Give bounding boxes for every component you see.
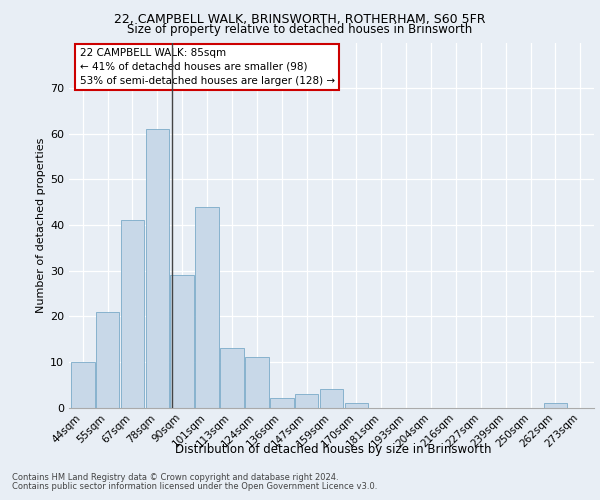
Text: 22 CAMPBELL WALK: 85sqm
← 41% of detached houses are smaller (98)
53% of semi-de: 22 CAMPBELL WALK: 85sqm ← 41% of detache…	[79, 48, 335, 86]
Text: Contains HM Land Registry data © Crown copyright and database right 2024.: Contains HM Land Registry data © Crown c…	[12, 472, 338, 482]
Bar	[245, 358, 269, 408]
Bar	[270, 398, 293, 407]
Y-axis label: Number of detached properties: Number of detached properties	[36, 138, 46, 312]
Bar	[320, 389, 343, 407]
Bar	[195, 207, 219, 408]
Bar	[344, 403, 368, 407]
Bar	[121, 220, 144, 408]
Bar	[295, 394, 319, 407]
Bar	[544, 403, 567, 407]
Text: Contains public sector information licensed under the Open Government Licence v3: Contains public sector information licen…	[12, 482, 377, 491]
Bar	[96, 312, 119, 408]
Text: Size of property relative to detached houses in Brinsworth: Size of property relative to detached ho…	[127, 22, 473, 36]
Bar	[71, 362, 95, 408]
Text: 22, CAMPBELL WALK, BRINSWORTH, ROTHERHAM, S60 5FR: 22, CAMPBELL WALK, BRINSWORTH, ROTHERHAM…	[114, 12, 486, 26]
Bar	[170, 275, 194, 407]
Bar	[146, 129, 169, 407]
Bar	[220, 348, 244, 408]
Text: Distribution of detached houses by size in Brinsworth: Distribution of detached houses by size …	[175, 442, 491, 456]
